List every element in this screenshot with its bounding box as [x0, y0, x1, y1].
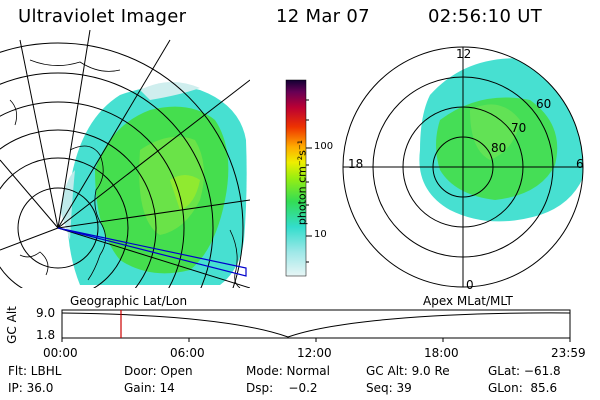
mlt-label-18: 18 — [348, 157, 364, 171]
polar-plot — [342, 46, 584, 288]
time-tick-2359: 23:59 — [551, 346, 586, 360]
lat-label-70: 70 — [511, 121, 527, 135]
alt-tick-low: 1.8 — [36, 328, 56, 342]
gc-alt-axis-label: GC Alt — [5, 306, 19, 344]
glon-status: GLon: 85.6 — [488, 381, 558, 395]
colorbar — [285, 79, 312, 277]
seq-status: Seq: 39 — [366, 381, 412, 395]
ip-status: IP: 36.0 — [8, 381, 54, 395]
mlt-label-0: 0 — [466, 278, 474, 292]
right-panel-label: Apex MLat/MLT — [423, 294, 513, 308]
time-tick-1800: 18:00 — [424, 346, 459, 360]
time-tick-0600: 06:00 — [170, 346, 205, 360]
lat-label-80: 80 — [491, 141, 507, 155]
lat-label-60: 60 — [536, 97, 552, 111]
colorbar-tick-10: 10 — [314, 229, 327, 240]
door-status: Door: Open — [124, 364, 193, 378]
geographic-map — [0, 30, 250, 288]
left-panel-label: Geographic Lat/Lon — [70, 294, 188, 308]
colorbar-tick-100: 100 — [314, 141, 334, 152]
mlt-label-6: 6 — [576, 157, 584, 171]
time-tick-0000: 00:00 — [43, 346, 78, 360]
filter-status: Flt: LBHL — [8, 364, 62, 378]
mlt-label-12: 12 — [456, 47, 472, 61]
altitude-plot — [61, 309, 571, 342]
mode-status: Mode: Normal — [246, 364, 330, 378]
time-label: 02:56:10 UT — [428, 6, 543, 27]
instrument-title: Ultraviolet Imager — [18, 6, 187, 27]
alt-tick-high: 9.0 — [36, 306, 56, 320]
colorbar-unit-label: photon cm⁻²s⁻¹ — [295, 139, 309, 226]
time-tick-1200: 12:00 — [297, 346, 332, 360]
glat-status: GLat: −61.8 — [488, 364, 561, 378]
date-label: 12 Mar 07 — [276, 6, 370, 27]
gain-status: Gain: 14 — [124, 381, 175, 395]
gc-alt-status: GC Alt: 9.0 Re — [366, 364, 450, 378]
dsp-status: Dsp: −0.2 — [246, 381, 318, 395]
